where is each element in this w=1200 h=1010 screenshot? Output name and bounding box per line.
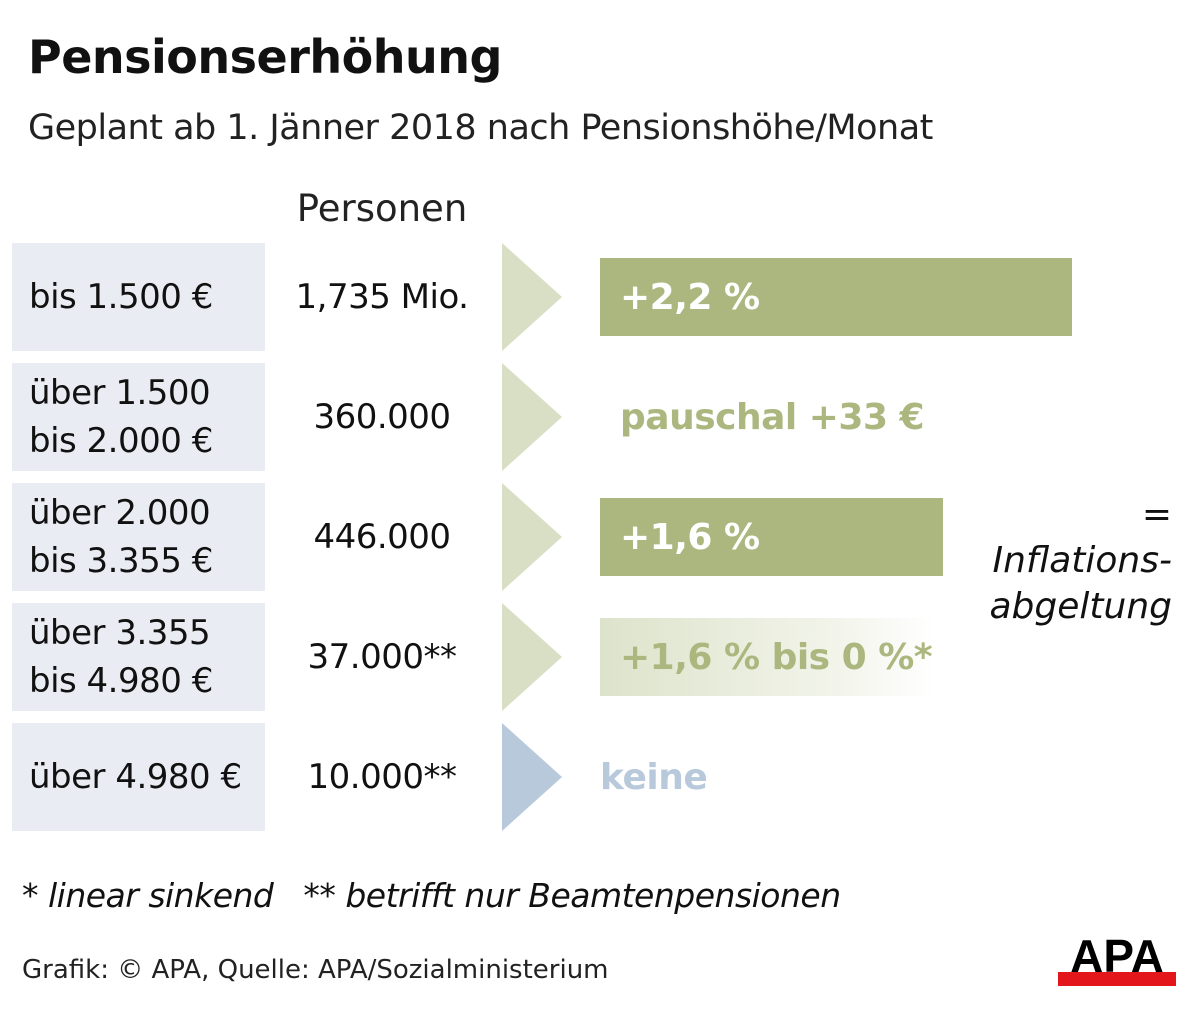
row-2: über 1.500 bis 2.000 € 360.000 pauschal … (0, 363, 1200, 471)
arrow-icon (502, 483, 562, 591)
range-label: bis 1.500 € (29, 277, 213, 317)
persons-value: 360.000 (313, 397, 451, 437)
arrow-icon (502, 363, 562, 471)
range-cell: über 2.000 bis 3.355 € (12, 483, 265, 591)
source: Grafik: © APA, Quelle: APA/Sozialministe… (22, 955, 609, 985)
title: Pensionserhöhung (28, 30, 502, 84)
row-4: über 3.355 bis 4.980 € 37.000** +1,6 % b… (0, 603, 1200, 711)
range-cell: über 1.500 bis 2.000 € (12, 363, 265, 471)
persons-value: 1,735 Mio. (295, 277, 469, 317)
increase-label: +1,6 % (620, 516, 760, 558)
persons-value: 37.000** (307, 637, 457, 677)
range-label: über 3.355 bis 4.980 € (29, 613, 213, 701)
arrow-icon (502, 603, 562, 711)
increase-label: +1,6 % bis 0 %* (620, 636, 933, 678)
persons-value: 10.000** (307, 757, 457, 797)
increase-label: pauschal +33 € (620, 396, 925, 438)
range-label: über 1.500 bis 2.000 € (29, 373, 213, 461)
row-3: über 2.000 bis 3.355 € 446.000 +1,6 % (0, 483, 1200, 591)
arrow-icon (502, 723, 562, 831)
persons-value: 446.000 (313, 517, 451, 557)
footnote: * linear sinkend ** betrifft nur Beamten… (22, 876, 841, 915)
inflation-note: = Inflations- abgeltung (989, 494, 1172, 627)
increase-label: keine (600, 756, 708, 798)
increase-gradient-bar: +1,6 % bis 0 %* (600, 618, 935, 696)
row-1: bis 1.500 € 1,735 Mio. +2,2 % (0, 243, 1200, 351)
range-cell: bis 1.500 € (12, 243, 265, 351)
column-header-persons: Personen (296, 187, 468, 230)
apa-logo: APA (1058, 934, 1176, 986)
increase-bar: +1,6 % (600, 498, 943, 576)
arrow-icon (502, 243, 562, 351)
increase-bar: +2,2 % (600, 258, 1072, 336)
subtitle: Geplant ab 1. Jänner 2018 nach Pensionsh… (28, 108, 933, 148)
range-label: über 2.000 bis 3.355 € (29, 493, 213, 581)
row-5: über 4.980 € 10.000** keine (0, 723, 1200, 831)
range-cell: über 4.980 € (12, 723, 265, 831)
increase-label: +2,2 % (620, 276, 760, 318)
range-cell: über 3.355 bis 4.980 € (12, 603, 265, 711)
range-label: über 4.980 € (29, 757, 242, 797)
